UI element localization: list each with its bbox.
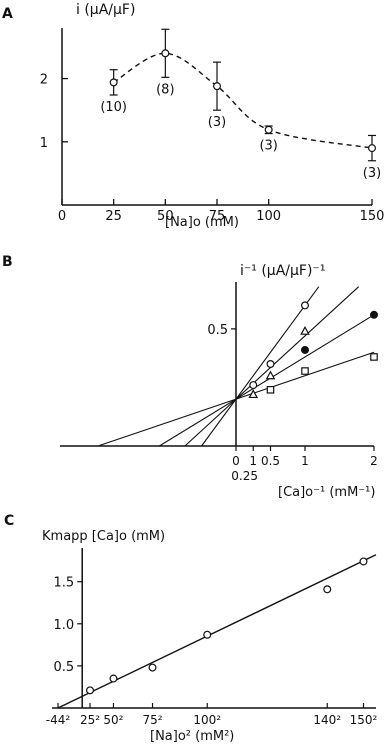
panel-a-point-label: (10) xyxy=(100,100,127,115)
panel-a-point-label: (3) xyxy=(259,139,277,154)
panel-a-y-ticks: 12 xyxy=(40,73,68,151)
panel-c-y-ticks: 0.5 1.0 1.5 xyxy=(54,576,83,675)
panel-a-x-axis-title: [Na]o (mM) xyxy=(165,215,239,230)
panel-a-x-tick-label: 150 xyxy=(360,209,385,224)
panel-a-fit-curve xyxy=(113,52,373,149)
panel-c-label: C xyxy=(4,513,14,529)
panel-a-x-tick-label: 25 xyxy=(105,209,122,224)
panel-c-x-tick-label: 150² xyxy=(350,713,378,727)
panel-c-x-tick-label: -44² xyxy=(46,713,71,727)
panel-b-data-point-series-4 xyxy=(370,353,378,361)
panel-b-data-point-series-4 xyxy=(266,385,275,394)
panel-b-y-tick-label: 0.5 xyxy=(207,323,228,338)
panel-b-x-tick-label: 1 xyxy=(301,454,309,468)
panel-b-label: B xyxy=(2,254,13,270)
panel-a-point-label: (3) xyxy=(208,115,226,130)
panel-b-fit-line-4 xyxy=(97,351,375,447)
panel-c-x-axis-title: [Na]o² (mM²) xyxy=(150,729,234,744)
panel-c-data-point xyxy=(86,686,95,695)
panel-c-data-point xyxy=(109,674,118,683)
panel-a-y-tick-label: 2 xyxy=(40,73,48,88)
panel-a-data-point xyxy=(264,125,273,134)
panel-b-data-point-series-2 xyxy=(265,370,276,380)
panel-c-y-tick-label: 1.5 xyxy=(54,576,75,591)
panel-c-x-tick-label: 140² xyxy=(313,713,341,727)
panel-b-fit-line-1 xyxy=(201,286,320,447)
panel-c-x-ticks: -44² 25² 50² 75² 100² 140² 150² xyxy=(46,703,378,727)
panel-b-x-ticks: 0 1 0.5 1 2 xyxy=(232,446,378,468)
panel-a-y-axis-title: i (µA/µF) xyxy=(76,2,135,18)
panel-a-x-ticks: 0 25 50 75 100 150 xyxy=(58,199,385,224)
panel-b-y-axis-title: i⁻¹ (µA/µF)⁻¹ xyxy=(240,263,325,279)
panel-c-data-point xyxy=(203,630,212,639)
panel-b-x-tick-label: 1 xyxy=(249,454,257,468)
panel-a-x-tick-label: 75 xyxy=(209,209,226,224)
panel-b-x-tick-label: 0 xyxy=(232,454,240,468)
panel-b-extra-tick-label: 0.25 xyxy=(231,469,258,483)
panel-b: B i⁻¹ (µA/µF)⁻¹ [Ca]o⁻¹ (mM⁻¹) 0 1 0.5 1 2 0… xyxy=(2,254,379,500)
panel-b-data-point-series-4 xyxy=(301,367,309,375)
panel-b-fit-line-3 xyxy=(159,314,375,447)
panel-c-x-tick-label: 50² xyxy=(103,713,123,727)
panel-c-data-points xyxy=(86,557,368,695)
panel-b-data-points xyxy=(248,301,379,399)
panel-c-y-tick-label: 0.5 xyxy=(54,660,75,675)
panel-a-data-point xyxy=(368,144,377,153)
panel-c-x-tick-label: 75² xyxy=(142,713,162,727)
panel-b-x-tick-label: 2 xyxy=(370,454,378,468)
panel-a: A i (µA/µF) [Na]o (mM) 0 25 50 75 100 150 12 … xyxy=(2,2,384,230)
panel-b-data-point-series-1 xyxy=(266,360,275,369)
panel-b-y-ticks: 0.5 xyxy=(207,323,236,338)
panel-a-x-tick-label: 0 xyxy=(58,209,66,224)
panel-c-fit-line xyxy=(57,554,377,709)
panel-c-y-tick-label: 1.0 xyxy=(54,618,75,633)
panel-b-data-point-series-3 xyxy=(370,310,379,319)
panel-a-data-point xyxy=(161,49,170,58)
panel-b-data-point-series-1 xyxy=(301,301,310,310)
panel-b-data-point-series-2 xyxy=(300,325,310,335)
panel-c: C Kmapp [Ca]o (mM) [Na]o² (mM²) -44² 25² 5… xyxy=(4,513,378,744)
panel-b-data-point-series-2 xyxy=(248,389,259,399)
panel-b-data-point-series-1 xyxy=(249,381,258,390)
panel-a-data-point xyxy=(109,78,118,87)
panel-c-data-point xyxy=(359,557,368,566)
panel-a-data-points: (10) (8) (3) (3) (3) xyxy=(100,28,381,181)
panel-c-y-axis-title: Kmapp [Ca]o (mM) xyxy=(42,529,165,544)
panel-a-x-tick-label: 50 xyxy=(157,209,174,224)
panel-c-data-point xyxy=(323,585,332,594)
panel-a-x-tick-label: 100 xyxy=(256,209,281,224)
panel-a-y-tick-label: 1 xyxy=(40,136,48,151)
panel-a-point-label: (3) xyxy=(363,166,381,181)
panel-b-data-point-series-3 xyxy=(301,345,310,354)
panel-b-x-tick-label: 0.5 xyxy=(261,454,280,468)
panel-a-point-label: (8) xyxy=(156,82,174,97)
panel-c-x-tick-label: 100² xyxy=(193,713,221,727)
panel-a-label: A xyxy=(2,6,13,22)
panel-c-data-point xyxy=(148,663,157,672)
panel-b-x-axis-title: [Ca]o⁻¹ (mM⁻¹) xyxy=(278,485,375,500)
panel-a-data-point xyxy=(213,82,222,91)
panel-c-x-tick-label: 25² xyxy=(80,713,100,727)
